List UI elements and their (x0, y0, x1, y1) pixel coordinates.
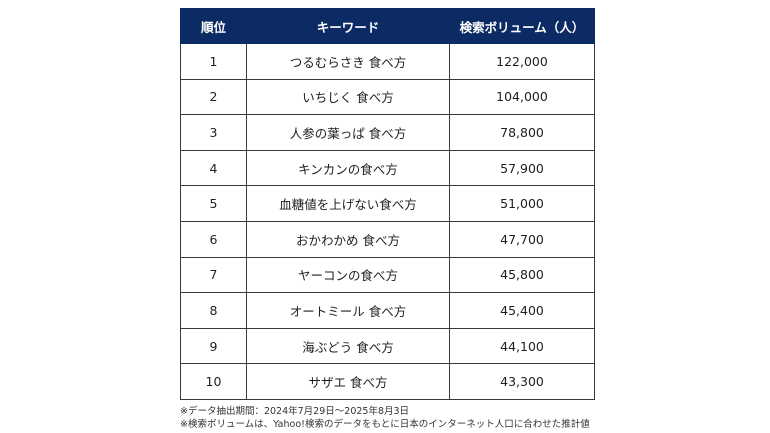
table-row: 10 サザエ 食べ方 43,300 (180, 363, 595, 400)
rank-cell: 2 (180, 78, 247, 116)
rank-cell: 9 (180, 327, 247, 365)
rank-cell: 7 (180, 256, 247, 294)
table-header-row: 順位 キーワード 検索ボリューム（人） (180, 8, 595, 44)
keyword-cell: 海ぶどう 食べ方 (246, 327, 450, 365)
volume-cell: 122,000 (449, 43, 595, 80)
keyword-cell: 血糖値を上げない食べ方 (246, 185, 450, 222)
keyword-cell: おかわかめ 食べ方 (246, 220, 450, 258)
keyword-cell: いちじく 食べ方 (246, 78, 450, 116)
header-rank: 順位 (180, 8, 247, 44)
rank-cell: 4 (180, 149, 247, 187)
volume-cell: 44,100 (449, 327, 595, 365)
ranking-table: 順位 キーワード 検索ボリューム（人） 1 つるむらさき 食べ方 122,000… (180, 8, 595, 400)
table-row: 6 おかわかめ 食べ方 47,700 (180, 220, 595, 258)
table-row: 5 血糖値を上げない食べ方 51,000 (180, 185, 595, 222)
rank-cell: 5 (180, 185, 247, 222)
keyword-cell: つるむらさき 食べ方 (246, 43, 450, 80)
rank-cell: 3 (180, 114, 247, 151)
table-row: 3 人参の葉っぱ 食べ方 78,800 (180, 114, 595, 151)
header-keyword: キーワード (246, 8, 450, 44)
rank-cell: 8 (180, 292, 247, 329)
volume-cell: 45,800 (449, 256, 595, 294)
footnote-volume-method: ※検索ボリュームは、Yahoo!検索のデータをもとに日本のインターネット人口に合… (180, 418, 590, 430)
table-row: 8 オートミール 食べ方 45,400 (180, 292, 595, 329)
keyword-cell: キンカンの食べ方 (246, 149, 450, 187)
volume-cell: 78,800 (449, 114, 595, 151)
volume-cell: 43,300 (449, 363, 595, 400)
volume-cell: 57,900 (449, 149, 595, 187)
table-row: 4 キンカンの食べ方 57,900 (180, 149, 595, 187)
volume-cell: 104,000 (449, 78, 595, 116)
volume-cell: 47,700 (449, 220, 595, 258)
table-row: 1 つるむらさき 食べ方 122,000 (180, 43, 595, 80)
keyword-cell: 人参の葉っぱ 食べ方 (246, 114, 450, 151)
header-search-volume: 検索ボリューム（人） (449, 8, 595, 44)
table-row: 9 海ぶどう 食べ方 44,100 (180, 327, 595, 365)
rank-cell: 10 (180, 363, 247, 400)
footnote-data-period: ※データ抽出期間：2024年7月29日〜2025年8月3日 (180, 406, 410, 417)
footnotes: ※データ抽出期間：2024年7月29日〜2025年8月3日 ※検索ボリュームは、… (180, 406, 590, 431)
volume-cell: 45,400 (449, 292, 595, 329)
table-row: 2 いちじく 食べ方 104,000 (180, 78, 595, 116)
rank-cell: 6 (180, 220, 247, 258)
keyword-cell: サザエ 食べ方 (246, 363, 450, 400)
volume-cell: 51,000 (449, 185, 595, 222)
keyword-cell: ヤーコンの食べ方 (246, 256, 450, 294)
keyword-cell: オートミール 食べ方 (246, 292, 450, 329)
rank-cell: 1 (180, 43, 247, 80)
table-row: 7 ヤーコンの食べ方 45,800 (180, 256, 595, 294)
